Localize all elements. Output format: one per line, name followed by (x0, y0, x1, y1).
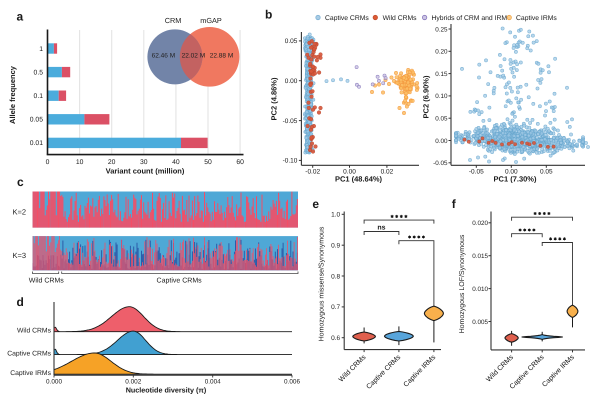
svg-text:-0.10: -0.10 (283, 158, 298, 165)
svg-text:0.1: 0.1 (34, 93, 44, 100)
svg-text:Captive IRMs: Captive IRMs (402, 353, 438, 389)
svg-text:PC1 (48.64%): PC1 (48.64%) (335, 175, 383, 184)
svg-text:0.6: 0.6 (331, 335, 340, 342)
svg-text:Captive CRMs: Captive CRMs (365, 353, 403, 391)
svg-text:0.10: 0.10 (435, 93, 448, 100)
svg-text:0.020: 0.020 (472, 220, 488, 227)
svg-text:62.46 M: 62.46 M (152, 53, 176, 60)
svg-text:K=2: K=2 (12, 208, 26, 217)
svg-text:Captive IRMs: Captive IRMs (516, 15, 557, 22)
svg-text:Captive IRMs: Captive IRMs (10, 370, 51, 377)
svg-text:22.02 M: 22.02 M (182, 53, 206, 60)
svg-text:0.05: 0.05 (285, 38, 298, 45)
svg-text:-0.02: -0.02 (305, 168, 320, 175)
svg-text:0.005: 0.005 (472, 319, 488, 326)
svg-text:0.5: 0.5 (34, 69, 44, 76)
svg-text:0.02: 0.02 (381, 168, 394, 175)
svg-text:Wild CRMs: Wild CRMs (17, 328, 52, 335)
svg-text:0.006: 0.006 (284, 379, 300, 386)
svg-text:Captive CRMs: Captive CRMs (325, 15, 369, 22)
svg-text:Captive CRMs: Captive CRMs (7, 350, 51, 357)
svg-text:0.00: 0.00 (435, 138, 448, 145)
svg-text:0.7: 0.7 (331, 304, 340, 311)
svg-text:Wild CRMs: Wild CRMs (337, 353, 368, 384)
svg-text:Allele frequency: Allele frequency (8, 65, 17, 124)
svg-text:Hybrids of CRM and IRM: Hybrids of CRM and IRM (432, 15, 508, 22)
svg-text:CRM: CRM (165, 16, 182, 25)
svg-text:0.00: 0.00 (285, 78, 298, 85)
svg-text:0.20: 0.20 (435, 49, 448, 56)
svg-text:0.05: 0.05 (540, 168, 553, 175)
svg-text:1.0: 1.0 (331, 212, 340, 219)
svg-text:0.00: 0.00 (505, 168, 518, 175)
svg-text:Nucleotide diversity (π): Nucleotide diversity (π) (126, 385, 207, 394)
svg-text:K=3: K=3 (12, 251, 26, 260)
svg-text:Wild CRMs: Wild CRMs (485, 353, 516, 384)
svg-text:Wild CRMs: Wild CRMs (383, 15, 418, 22)
svg-text:0.01: 0.01 (30, 140, 43, 147)
svg-text:b: b (265, 8, 272, 22)
svg-text:40: 40 (172, 159, 180, 166)
svg-text:0.9: 0.9 (331, 243, 340, 250)
svg-text:1: 1 (39, 46, 43, 53)
svg-text:0.002: 0.002 (125, 379, 141, 386)
svg-text:0.05: 0.05 (435, 116, 448, 123)
svg-text:30: 30 (140, 159, 148, 166)
svg-text:Homozygous LOF/Synonymous: Homozygous LOF/Synonymous (458, 234, 466, 333)
svg-text:mGAP: mGAP (200, 16, 222, 25)
svg-text:f: f (452, 197, 457, 211)
svg-text:ns: ns (377, 225, 385, 232)
svg-text:0.010: 0.010 (472, 286, 488, 293)
svg-text:a: a (17, 10, 24, 24)
svg-text:Wild CRMs: Wild CRMs (29, 277, 64, 285)
svg-text:-0.05: -0.05 (433, 160, 448, 167)
svg-text:0.05: 0.05 (30, 117, 43, 124)
svg-text:0.004: 0.004 (205, 379, 221, 386)
svg-text:0.8: 0.8 (331, 273, 340, 280)
svg-text:-0.05: -0.05 (469, 168, 484, 175)
svg-text:20: 20 (108, 159, 116, 166)
svg-text:PC2 (4.86%): PC2 (4.86%) (270, 77, 279, 120)
svg-text:0.00: 0.00 (343, 168, 356, 175)
svg-text:22.88 M: 22.88 M (210, 53, 234, 60)
svg-text:Homozygous missense/Synonymous: Homozygous missense/Synonymous (318, 226, 326, 341)
svg-text:c: c (17, 175, 24, 189)
svg-text:Variant count (million): Variant count (million) (106, 167, 185, 176)
svg-text:d: d (17, 295, 24, 309)
svg-text:0.015: 0.015 (472, 253, 488, 260)
svg-text:60: 60 (236, 159, 244, 166)
svg-text:10: 10 (76, 159, 84, 166)
svg-text:e: e (312, 197, 319, 211)
svg-text:PC2 (6.90%): PC2 (6.90%) (422, 75, 431, 118)
svg-text:0: 0 (46, 159, 50, 166)
svg-text:0.000: 0.000 (46, 379, 62, 386)
svg-text:Captive CRMs: Captive CRMs (157, 277, 203, 285)
svg-text:50: 50 (204, 159, 212, 166)
svg-text:Captive IRMs: Captive IRMs (541, 353, 577, 389)
svg-text:0.25: 0.25 (435, 26, 448, 33)
svg-text:0.15: 0.15 (435, 71, 448, 78)
svg-text:PC1 (7.30%): PC1 (7.30%) (494, 175, 537, 184)
svg-text:-0.05: -0.05 (283, 118, 298, 125)
